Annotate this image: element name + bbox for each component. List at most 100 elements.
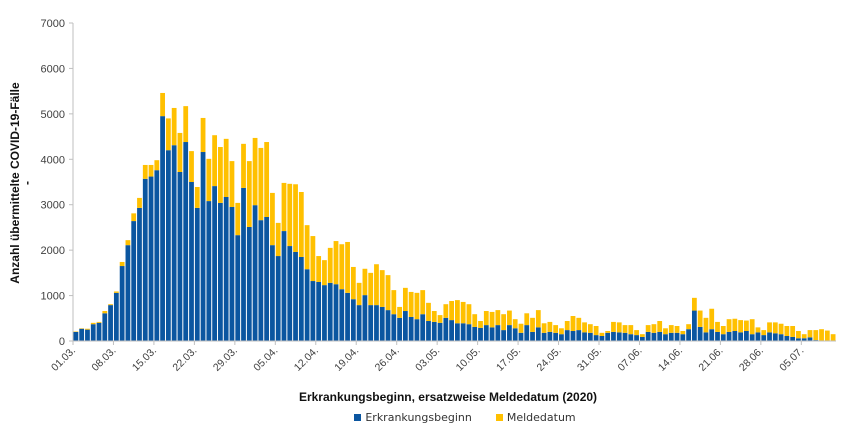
bar-erkrankungsbeginn bbox=[553, 332, 559, 341]
bar-meldedatum bbox=[246, 161, 252, 227]
bar-meldedatum bbox=[703, 317, 709, 333]
bar-meldedatum bbox=[749, 319, 755, 335]
bar-meldedatum bbox=[535, 310, 541, 328]
bar-erkrankungsbeginn bbox=[165, 150, 171, 341]
bar-meldedatum bbox=[350, 266, 356, 300]
bar-meldedatum bbox=[472, 314, 478, 327]
bar-erkrankungsbeginn bbox=[680, 334, 686, 341]
bar-erkrankungsbeginn bbox=[252, 205, 258, 341]
bar-meldedatum bbox=[189, 151, 194, 182]
legend: Erkrankungsbeginn Meldedatum bbox=[0, 411, 850, 424]
bar-erkrankungsbeginn bbox=[455, 323, 460, 341]
bar-meldedatum bbox=[628, 325, 634, 335]
bar-erkrankungsbeginn bbox=[171, 145, 177, 341]
x-axis: 01.03. 08.03. 15.03. 22.03. 29.03. 05.04. 12.0… bbox=[49, 340, 836, 374]
bar-erkrankungsbeginn bbox=[304, 269, 310, 341]
bar-meldedatum bbox=[131, 213, 137, 222]
bar-meldedatum bbox=[402, 287, 408, 312]
bar-erkrankungsbeginn bbox=[559, 334, 564, 341]
bar-erkrankungsbeginn bbox=[374, 305, 379, 341]
bar-erkrankungsbeginn bbox=[160, 116, 165, 341]
y-axis-title-dash: - bbox=[20, 181, 34, 185]
bar-meldedatum bbox=[108, 304, 113, 306]
bar-meldedatum bbox=[420, 290, 426, 315]
bar-erkrankungsbeginn bbox=[784, 336, 790, 341]
bar-meldedatum bbox=[241, 143, 246, 188]
bar-meldedatum bbox=[310, 236, 316, 282]
bar-erkrankungsbeginn bbox=[189, 182, 194, 341]
bar-erkrankungsbeginn bbox=[264, 216, 270, 341]
x-tick-label: 14.06. bbox=[656, 345, 685, 374]
bar-erkrankungsbeginn bbox=[229, 206, 235, 341]
bar-meldedatum bbox=[564, 321, 570, 331]
bar-meldedatum bbox=[85, 328, 90, 330]
bar-erkrankungsbeginn bbox=[501, 330, 507, 341]
bar-erkrankungsbeginn bbox=[472, 326, 478, 341]
bar-meldedatum bbox=[744, 320, 749, 332]
bar-erkrankungsbeginn bbox=[183, 142, 189, 341]
bar-meldedatum bbox=[772, 322, 778, 334]
bar-meldedatum bbox=[426, 302, 431, 322]
bar-erkrankungsbeginn bbox=[96, 322, 102, 341]
bar-erkrankungsbeginn bbox=[749, 334, 755, 341]
bar-erkrankungsbeginn bbox=[691, 310, 697, 341]
bar-erkrankungsbeginn bbox=[587, 332, 593, 341]
bar-erkrankungsbeginn bbox=[218, 202, 223, 341]
x-tick-label: 21.06. bbox=[696, 345, 725, 374]
bar-meldedatum bbox=[437, 315, 443, 323]
bar-meldedatum bbox=[431, 311, 437, 322]
bar-erkrankungsbeginn bbox=[200, 152, 206, 341]
x-tick-label: 22.03. bbox=[170, 345, 199, 374]
bar-meldedatum bbox=[90, 322, 96, 325]
bar-meldedatum bbox=[356, 282, 362, 306]
bar-erkrankungsbeginn bbox=[541, 332, 547, 341]
bar-meldedatum bbox=[327, 247, 333, 283]
bar-meldedatum bbox=[599, 332, 605, 337]
bar-meldedatum bbox=[304, 225, 310, 270]
x-tick-label: 08.03. bbox=[89, 345, 118, 374]
bar-erkrankungsbeginn bbox=[154, 170, 160, 341]
bar-meldedatum bbox=[102, 311, 108, 314]
x-tick-label: 29.03. bbox=[211, 345, 240, 374]
bar-meldedatum bbox=[281, 182, 287, 232]
bar-meldedatum bbox=[489, 311, 495, 328]
bar-meldedatum bbox=[183, 106, 189, 143]
bar-erkrankungsbeginn bbox=[778, 334, 784, 341]
x-tick-label: 31.05. bbox=[575, 345, 604, 374]
bar-erkrankungsbeginn bbox=[310, 281, 316, 341]
bar-meldedatum bbox=[761, 330, 767, 336]
bar-meldedatum bbox=[483, 311, 489, 326]
bar-erkrankungsbeginn bbox=[137, 207, 142, 341]
bar-meldedatum bbox=[611, 321, 616, 332]
bar-erkrankungsbeginn bbox=[634, 335, 639, 341]
bar-meldedatum bbox=[801, 334, 807, 339]
bar-meldedatum bbox=[333, 241, 339, 285]
bar-meldedatum bbox=[252, 137, 258, 206]
bar-erkrankungsbeginn bbox=[495, 325, 501, 341]
bar-meldedatum bbox=[726, 319, 732, 332]
bar-meldedatum bbox=[778, 323, 784, 335]
bar-meldedatum bbox=[645, 325, 651, 332]
bar-erkrankungsbeginn bbox=[755, 332, 761, 341]
bar-meldedatum bbox=[322, 260, 327, 286]
bar-erkrankungsbeginn bbox=[807, 337, 813, 341]
bar-meldedatum bbox=[137, 197, 142, 208]
bar-erkrankungsbeginn bbox=[408, 316, 414, 341]
bar-meldedatum bbox=[154, 160, 160, 171]
y-tick-label: 3000 bbox=[41, 200, 65, 212]
bar-meldedatum bbox=[96, 321, 102, 323]
bar-meldedatum bbox=[593, 326, 599, 336]
x-tick-label: 19.04. bbox=[332, 345, 361, 374]
bar-meldedatum bbox=[767, 322, 772, 333]
bar-erkrankungsbeginn bbox=[466, 324, 472, 341]
bar-erkrankungsbeginn bbox=[79, 328, 85, 341]
bar-meldedatum bbox=[738, 320, 744, 333]
bar-erkrankungsbeginn bbox=[270, 245, 275, 341]
bar-meldedatum bbox=[391, 290, 397, 315]
bar-erkrankungsbeginn bbox=[697, 326, 703, 341]
bar-erkrankungsbeginn bbox=[657, 331, 663, 341]
bar-erkrankungsbeginn bbox=[801, 338, 807, 341]
bars bbox=[73, 92, 836, 341]
bar-erkrankungsbeginn bbox=[570, 331, 576, 341]
y-tick-label: 7000 bbox=[41, 18, 65, 30]
